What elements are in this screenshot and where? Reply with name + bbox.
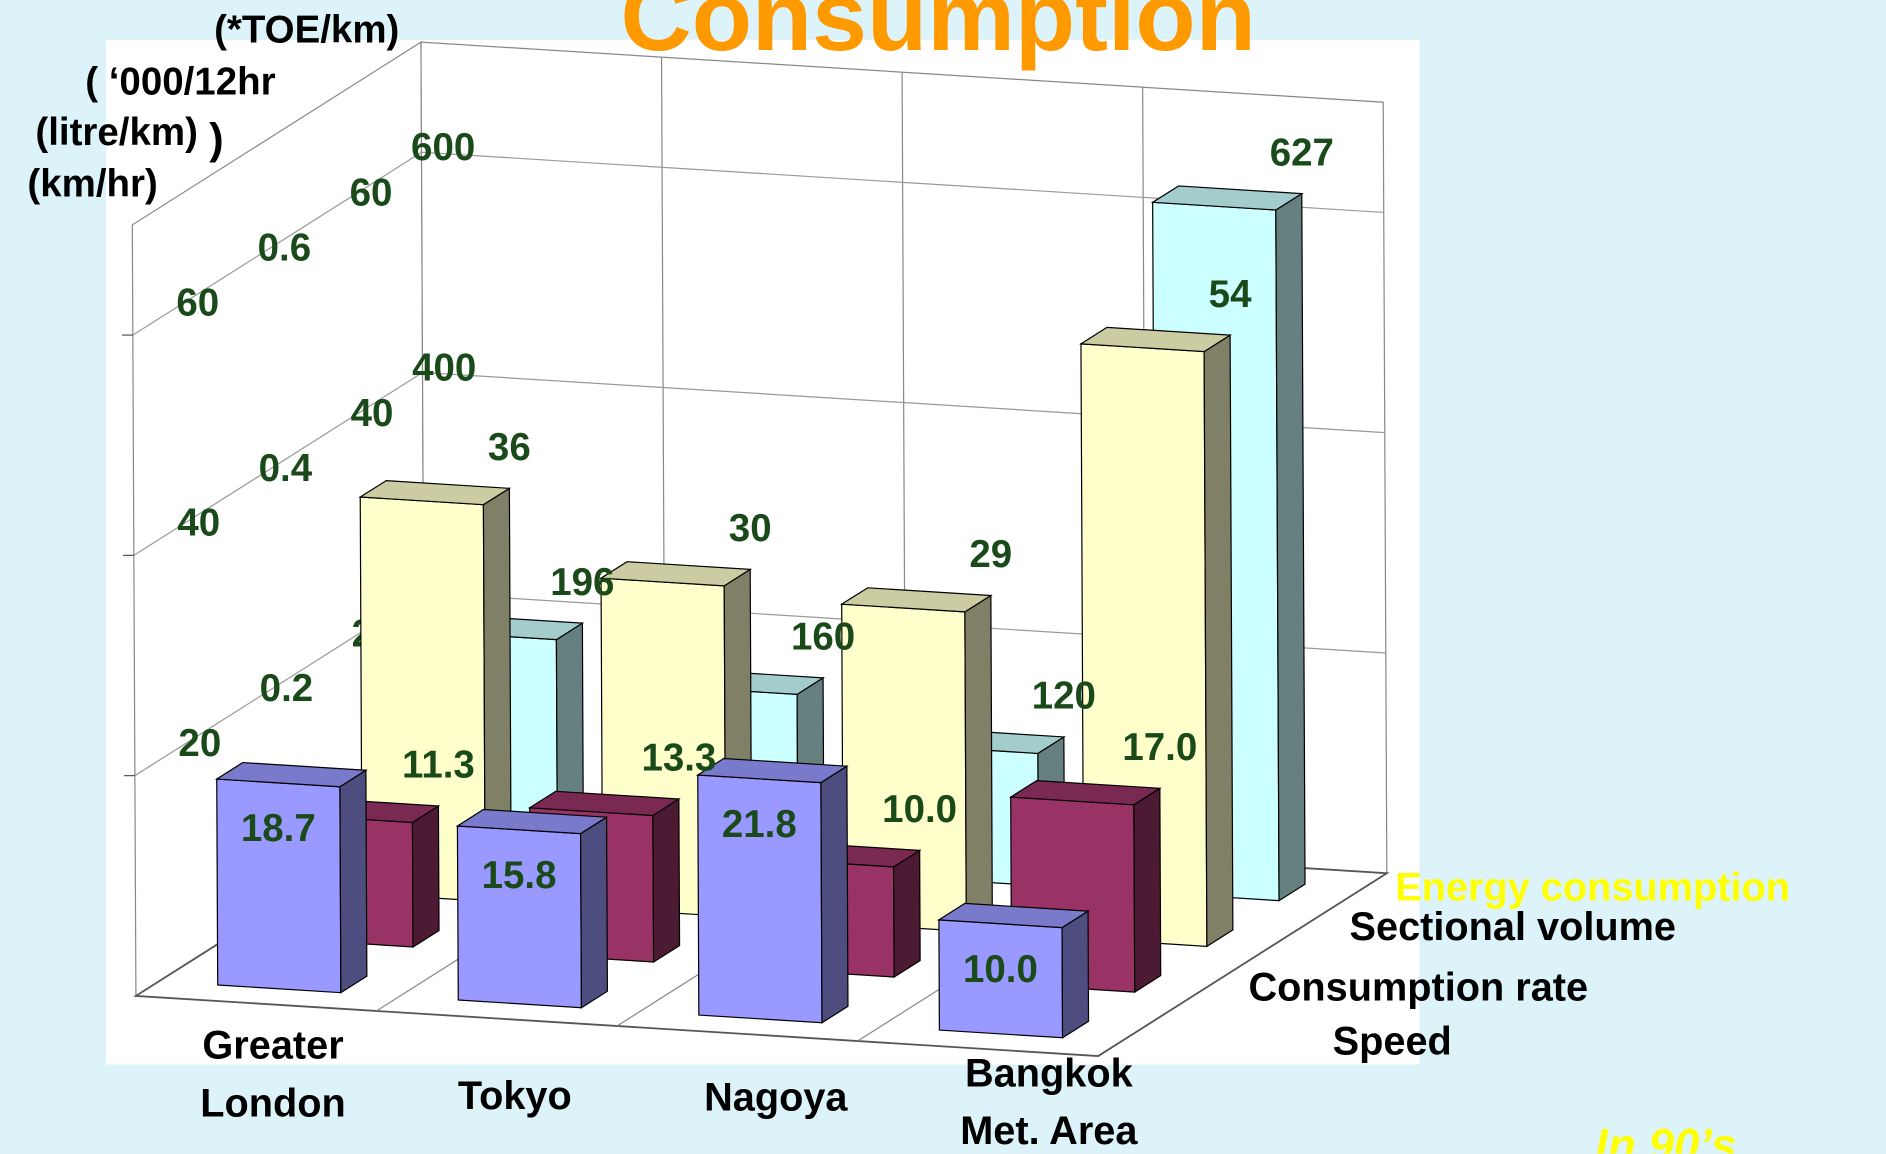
bar-top	[1008, 780, 1162, 806]
data-label: 11.3	[402, 744, 475, 787]
x-tick-label: Tokyo	[457, 1072, 572, 1118]
data-label: 120	[1032, 675, 1096, 718]
y-tick-label: 20	[178, 722, 221, 765]
grid-line	[132, 151, 1384, 336]
bar-top	[1150, 185, 1304, 211]
grid-line	[133, 371, 1385, 556]
bar-side	[1061, 910, 1090, 1039]
data-label: 10.0	[963, 948, 1038, 991]
y-tick-label: 60	[176, 281, 219, 324]
bar-top	[599, 561, 753, 587]
bar-side	[893, 849, 921, 979]
data-label: 29	[969, 533, 1012, 576]
bar-top	[839, 587, 993, 613]
data-label: 18.7	[241, 807, 316, 850]
bar-side	[1203, 334, 1234, 948]
bar-top	[1079, 326, 1232, 353]
data-label: 15.8	[482, 854, 557, 897]
y-tick-label: 40	[177, 502, 220, 545]
bar-side	[1275, 192, 1306, 902]
bar	[455, 808, 609, 1009]
legend-label: Energy consumption	[1395, 866, 1790, 910]
x-tick-label: Nagoya	[704, 1074, 848, 1119]
bar-side	[820, 765, 849, 1024]
bar	[695, 757, 849, 1024]
legend-label: Speed	[1333, 1020, 1452, 1064]
y-tick-label: 0.2	[260, 667, 313, 710]
data-label: 21.8	[722, 803, 797, 846]
data-label: 627	[1270, 131, 1334, 174]
legend-label: Sectional volume	[1350, 905, 1676, 949]
data-label: 160	[791, 616, 855, 659]
data-label: 10.0	[882, 788, 957, 831]
chart-title: Consumption	[620, 0, 1255, 71]
bar-side	[339, 769, 368, 994]
axis-label: (*TOE/km)	[214, 9, 399, 52]
bar-top	[214, 761, 368, 788]
bar-side	[652, 797, 681, 964]
legend-label: Consumption rate	[1249, 965, 1589, 1009]
y-tick-label: 600	[411, 126, 475, 169]
bar-top	[695, 757, 849, 784]
bar	[358, 480, 512, 903]
bar-side	[579, 816, 609, 1009]
x-tick-label: Bangkok Met. Area	[960, 1050, 1138, 1153]
axis-label: ( ‘000/12hr	[85, 60, 275, 103]
data-label: 54	[1209, 273, 1252, 316]
bar-top	[358, 480, 512, 506]
y-tick-label: 60	[350, 172, 393, 215]
y-tick-label: 400	[412, 346, 476, 389]
x-tick-label: Greater London	[200, 1022, 346, 1125]
data-label: 17.0	[1122, 726, 1197, 769]
axis-label: (litre/km)	[35, 111, 197, 154]
y-tick-label: 0.6	[258, 227, 311, 270]
bar-side	[1133, 787, 1162, 994]
period-note: In 90’s	[1595, 1120, 1736, 1154]
y-tick-label: 40	[351, 392, 394, 435]
data-label: 30	[729, 507, 772, 550]
bar-top	[527, 790, 681, 817]
axis-label-bracket: )	[209, 115, 223, 163]
data-label: 196	[550, 561, 614, 604]
data-label: 13.3	[641, 737, 716, 780]
y-tick-label: 0.4	[259, 447, 313, 490]
bar-top	[937, 902, 1090, 929]
bar-side	[411, 804, 440, 949]
axis-label: (km/hr)	[27, 163, 157, 206]
bar-side	[964, 594, 993, 933]
data-label: 36	[488, 426, 531, 469]
bar	[214, 761, 368, 994]
bar-top	[455, 808, 609, 835]
bar	[937, 902, 1090, 1039]
